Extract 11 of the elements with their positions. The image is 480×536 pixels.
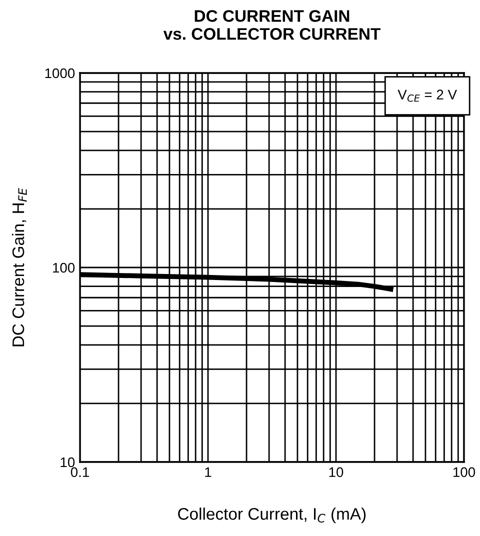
- x-tick-label: 0.1: [70, 467, 89, 478]
- y-tick-label: 100: [53, 262, 75, 273]
- y-tick-label: 1000: [45, 68, 75, 78]
- chart-title: DC CURRENT GAIN vs. COLLECTOR CURRENT: [163, 10, 380, 40]
- x-tick-label: 100: [453, 467, 476, 478]
- annotation: V$_{CE}$ = 2 V: [398, 90, 457, 102]
- x-axis-title: Collector Current, I$_{C}$ (mA): [178, 508, 366, 524]
- x-tick-label: 10: [329, 467, 344, 478]
- y-tick-label: 10: [60, 457, 75, 468]
- y-axis-title: DC Current Gain, H$_{FE}$: [12, 188, 27, 346]
- x-tick-label: 1: [205, 467, 212, 477]
